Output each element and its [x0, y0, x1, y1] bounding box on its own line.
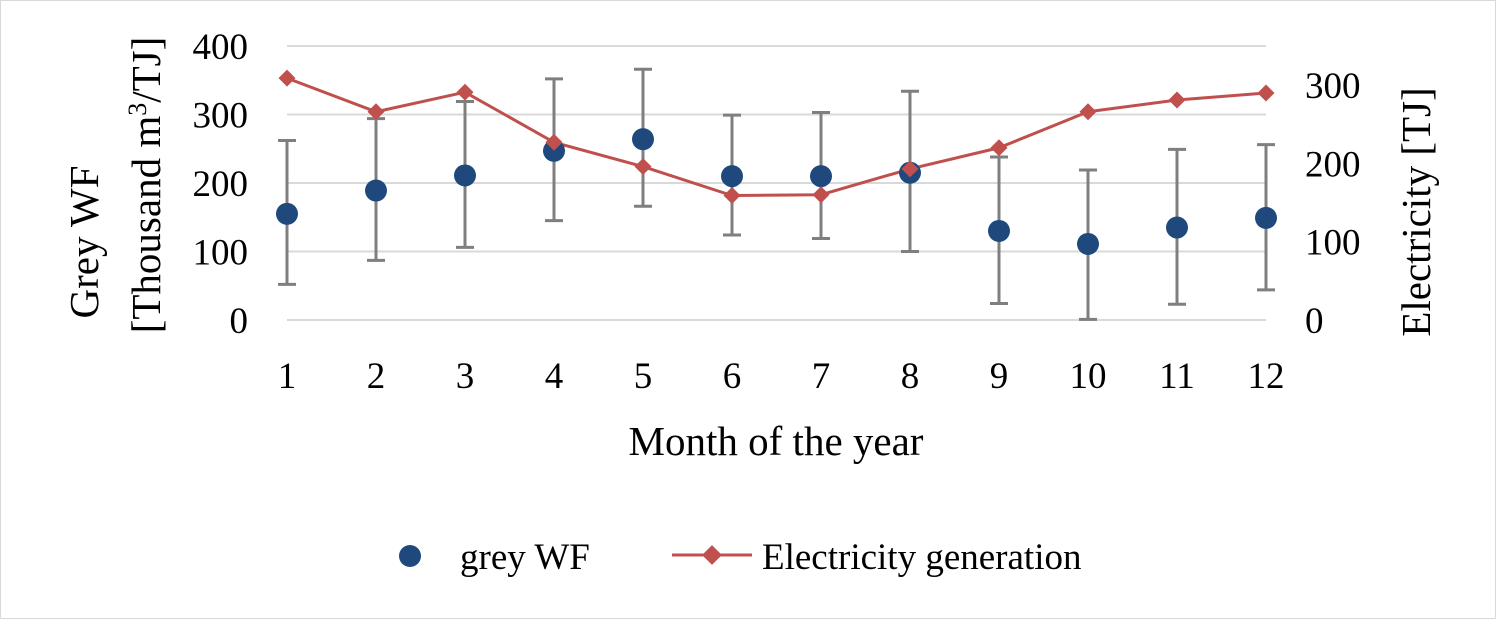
- grey-wf-point: [1077, 232, 1099, 255]
- x-tick-label: 12: [1248, 356, 1285, 397]
- grey-wf-point: [632, 128, 654, 151]
- electricity-marker: [901, 160, 919, 178]
- left-axis-title-line2: [Thousand m3/TJ]: [123, 37, 170, 334]
- gridlines: [287, 45, 1266, 321]
- left-axis-title-sup: 3: [123, 103, 152, 116]
- legend-marker-electricity: [702, 545, 722, 565]
- right-tick-label: 100: [1305, 223, 1361, 264]
- right-axis-title: Electricity [TJ]: [1393, 87, 1439, 336]
- grey-wf-point: [276, 202, 298, 225]
- right-tick-label: 300: [1305, 66, 1361, 107]
- electricity-marker: [278, 69, 296, 87]
- grey-wf-point: [365, 179, 387, 202]
- grey-wf-point: [1255, 206, 1277, 229]
- electricity-marker: [1168, 91, 1186, 109]
- left-tick-label: 200: [193, 164, 249, 205]
- x-tick-label: 6: [723, 356, 742, 397]
- grey-wf-point: [1166, 216, 1188, 239]
- electricity-polyline: [286, 76, 1267, 198]
- electricity-marker: [990, 139, 1008, 157]
- x-tick-label: 2: [367, 356, 386, 397]
- grey-wf-point: [988, 219, 1010, 242]
- x-tick-label: 4: [545, 356, 564, 397]
- electricity-marker: [1257, 84, 1275, 102]
- left-tick-label: 300: [193, 96, 249, 137]
- electricity-line: [286, 76, 1267, 198]
- left-axis-title-line1: Grey WF: [61, 166, 107, 319]
- x-tick-label: 9: [990, 356, 1009, 397]
- x-axis-title: Month of the year: [629, 418, 924, 464]
- x-tick-label: 7: [812, 356, 831, 397]
- grey-wf-point: [454, 164, 476, 187]
- grey-wf-point: [543, 139, 565, 162]
- grey-wf-point: [810, 165, 832, 188]
- x-tick-label: 3: [456, 356, 475, 397]
- x-tick-label: 11: [1159, 356, 1195, 397]
- electricity-marker: [812, 186, 830, 204]
- grey-wf-point: [721, 165, 743, 188]
- x-tick-label: 1: [278, 356, 297, 397]
- legend-marker-grey-wf: [399, 545, 421, 567]
- left-tick-label: 100: [193, 233, 249, 274]
- right-tick-label: 0: [1305, 301, 1324, 342]
- legend-label-electricity: Electricity generation: [762, 537, 1082, 578]
- electricity-marker: [545, 133, 563, 151]
- right-tick-label: 200: [1305, 144, 1361, 185]
- x-axis-ticks: 1 2 3 4 5 6 7 8 9 10 11 12: [278, 356, 1285, 397]
- right-axis-ticks: 0 100 200 300: [1305, 66, 1361, 342]
- x-tick-label: 8: [901, 356, 920, 397]
- left-axis-ticks: 0 100 200 300 400: [193, 27, 249, 342]
- left-axis-title-post: /TJ]: [123, 37, 169, 103]
- x-tick-label: 5: [634, 356, 653, 397]
- legend: grey WF Electricity generation: [399, 537, 1082, 578]
- legend-label-grey-wf: grey WF: [460, 537, 590, 578]
- left-tick-label: 400: [193, 27, 249, 68]
- grey-wf-points: [276, 128, 1277, 255]
- electricity-marker: [367, 103, 385, 121]
- left-tick-label: 0: [230, 301, 249, 342]
- x-tick-label: 10: [1070, 356, 1107, 397]
- electricity-marker: [634, 158, 652, 176]
- electricity-marker: [1079, 103, 1097, 121]
- electricity-marker: [456, 83, 474, 101]
- electricity-marker: [723, 187, 741, 205]
- left-axis-title-pre: [Thousand m: [123, 116, 169, 334]
